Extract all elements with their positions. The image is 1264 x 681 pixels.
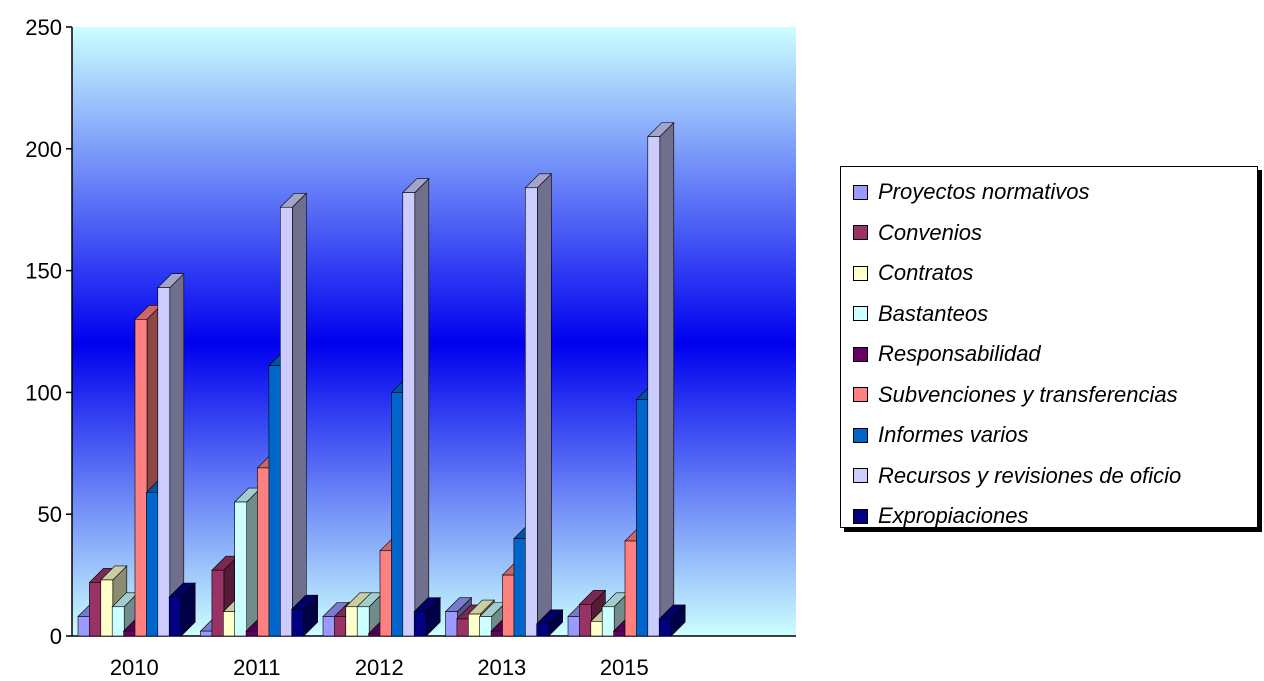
legend-label: Responsabilidad — [878, 341, 1041, 366]
y-tick-label: 50 — [38, 502, 62, 527]
x-ticks: 2010 2011 2012 2013 2015 — [110, 655, 649, 680]
legend-item: Subvenciones y transferencias — [853, 382, 1178, 408]
legend-swatch — [853, 468, 868, 483]
y-tick-label: 100 — [25, 380, 62, 405]
bar — [658, 604, 686, 637]
legend-swatch — [853, 306, 868, 321]
legend-label: Expropiaciones — [878, 503, 1029, 528]
legend-label: Bastanteos — [878, 300, 989, 326]
legend-label: Proyectos normativos — [878, 179, 1090, 204]
bar — [157, 272, 185, 637]
y-tick-label: 150 — [25, 259, 62, 284]
y-tick-label: 200 — [25, 137, 62, 162]
x-tick-label: 2010 — [110, 655, 159, 680]
legend-label: Recursos y revisiones de oficio — [878, 462, 1182, 488]
bar — [168, 582, 196, 637]
bar — [290, 594, 319, 637]
legend-swatch — [853, 427, 868, 443]
y-ticks: 0 50 100 150 200 250 — [25, 15, 72, 649]
x-tick-label: 2011 — [233, 655, 280, 680]
legend-swatch — [853, 225, 868, 240]
x-tick-label: 2012 — [355, 655, 404, 680]
legend-swatch — [853, 387, 868, 402]
legend-item: Responsabilidad — [853, 341, 1041, 367]
bar — [524, 173, 553, 637]
legend-swatch — [853, 346, 868, 362]
legend-item: Informes varios — [853, 422, 1028, 448]
bar — [535, 609, 564, 637]
x-tick-label: 2015 — [600, 655, 649, 680]
legend-item: Bastanteos — [853, 301, 988, 327]
y-tick-label: 250 — [25, 15, 62, 40]
legend-label: Contratos — [878, 260, 974, 285]
legend-label: Subvenciones y transferencias — [878, 381, 1178, 407]
legend-item: Convenios — [853, 220, 982, 246]
bar — [402, 177, 430, 637]
plot-area — [72, 27, 796, 636]
legend-swatch — [853, 184, 868, 200]
legend-label: Convenios — [878, 219, 982, 245]
y-tick-label: 0 — [50, 624, 62, 649]
legend-item: Expropiaciones — [853, 503, 1028, 529]
bar — [233, 487, 262, 637]
bar — [647, 121, 675, 637]
legend-item: Proyectos normativos — [853, 179, 1090, 205]
bar — [279, 192, 308, 637]
legend-swatch — [853, 265, 868, 281]
legend-item: Recursos y revisiones de oficio — [853, 463, 1181, 489]
legend-swatch — [853, 508, 868, 524]
legend-item: Contratos — [853, 260, 973, 286]
bars — [77, 121, 686, 637]
legend-label: Informes varios — [878, 422, 1029, 447]
x-tick-label: 2013 — [477, 655, 526, 680]
bar — [413, 596, 441, 637]
legend: Proyectos normativos Convenios Contratos Ba… — [840, 166, 1258, 528]
